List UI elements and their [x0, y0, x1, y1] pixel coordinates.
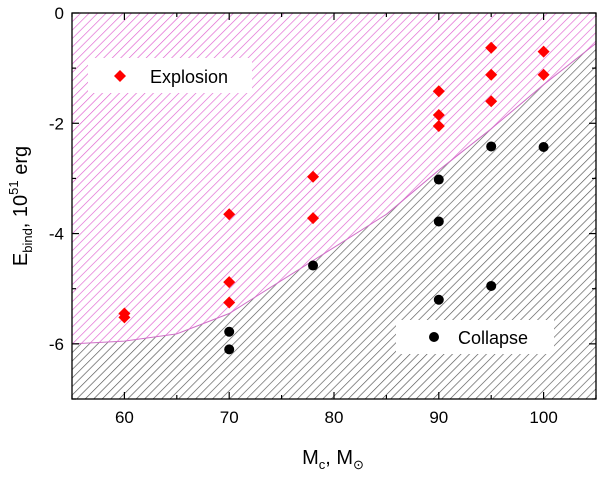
explosion-point: [537, 68, 550, 81]
explosion-point: [223, 296, 236, 309]
legend-collapse-circle-icon: [429, 332, 439, 342]
collapse-point: [486, 280, 497, 291]
collapse-point: [433, 294, 444, 305]
collapse-point: [486, 141, 497, 152]
x-tick-label: 60: [115, 408, 134, 427]
collapse-point: [224, 326, 235, 337]
explosion-point: [432, 85, 445, 98]
x-tick-label: 80: [325, 408, 344, 427]
legend-explosion-diamond-icon: [114, 70, 126, 82]
explosion-point: [432, 109, 445, 122]
explosion-point: [485, 68, 498, 81]
collapse-point: [433, 174, 444, 185]
legend-explosion-label: Explosion: [150, 67, 228, 87]
y-axis-title: Ebind, 1051 erg: [6, 146, 35, 266]
legend-collapse-label: Collapse: [458, 328, 528, 348]
x-tick-label: 70: [220, 408, 239, 427]
plot-frame: [71, 12, 597, 400]
legend-explosion: Explosion: [88, 58, 252, 93]
collapse-point: [224, 344, 235, 355]
x-axis-title: Mc, M⊙: [302, 447, 364, 472]
explosion-point: [307, 212, 320, 225]
explosion-region: [72, 13, 596, 344]
region-boundary: [72, 42, 596, 345]
collapse-point: [308, 260, 319, 271]
collapse-point: [538, 141, 549, 152]
explosion-point: [537, 45, 550, 58]
legend-collapse-box: [396, 320, 554, 354]
y-tick-label: -2: [49, 114, 64, 133]
explosion-point: [223, 208, 236, 221]
explosion-point: [307, 170, 320, 183]
explosion-point: [432, 120, 445, 133]
explosion-point: [485, 41, 498, 54]
explosion-point: [223, 276, 236, 289]
explosion-point: [485, 95, 498, 108]
y-tick-label: 0: [55, 4, 64, 23]
x-tick-label: 100: [529, 408, 557, 427]
collapse-point: [433, 216, 444, 227]
legend-collapse: Collapse: [396, 320, 554, 354]
explosion-point: [118, 311, 131, 324]
y-tick-label: -4: [49, 225, 64, 244]
x-tick-label: 90: [429, 408, 448, 427]
y-tick-label: -6: [49, 335, 64, 354]
collapse-region: [72, 43, 596, 399]
